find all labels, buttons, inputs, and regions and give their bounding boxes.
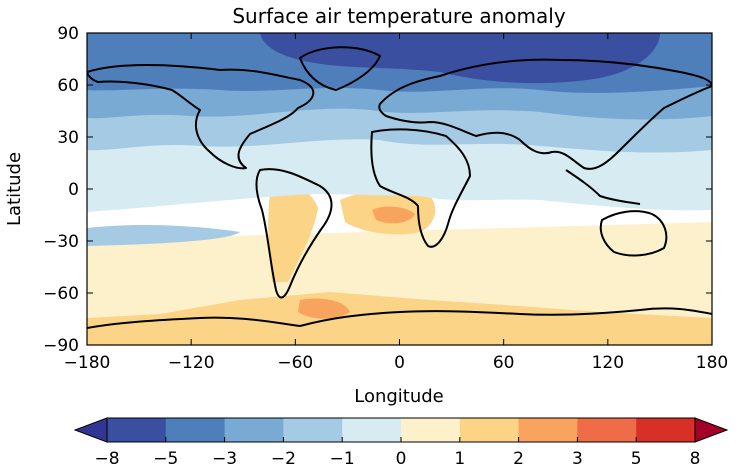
x-tick-label: 0 bbox=[394, 353, 405, 373]
x-tick-label: 60 bbox=[493, 353, 515, 373]
colorbar-segment bbox=[107, 418, 167, 442]
y-tick-label: −90 bbox=[43, 336, 79, 356]
colorbar-extend-max bbox=[694, 417, 729, 443]
x-tick-label: −180 bbox=[64, 353, 111, 373]
y-tick-label: 0 bbox=[68, 180, 79, 200]
coastline-north-america bbox=[87, 64, 315, 170]
colorbar-segment bbox=[459, 418, 520, 442]
coastline-australia bbox=[599, 210, 668, 257]
coastline-south-america bbox=[255, 168, 333, 299]
colorbar-segment bbox=[224, 418, 284, 442]
y-tick-label: 30 bbox=[57, 128, 79, 148]
coastline-greenland bbox=[299, 46, 381, 91]
coastline-southeast-asia bbox=[565, 169, 641, 205]
colorbar-label: −3 bbox=[212, 449, 237, 469]
colorbar-label: 3 bbox=[572, 449, 583, 469]
colorbar-label: −1 bbox=[330, 449, 355, 469]
colorbar-label: 8 bbox=[690, 449, 701, 469]
colorbar-label: 1 bbox=[454, 449, 465, 469]
coastline-africa bbox=[370, 128, 471, 248]
colorbar-segment bbox=[401, 418, 461, 442]
anomaly-region-coldest-arctic bbox=[260, 33, 660, 84]
coastline-eurasia bbox=[378, 58, 712, 170]
colorbar-label: −8 bbox=[94, 449, 119, 469]
x-axis: −180 −120 −60 0 60 120 180 bbox=[64, 33, 728, 373]
anomaly-region-hot-south bbox=[298, 298, 350, 319]
colorbar-segment bbox=[283, 418, 343, 442]
y-tick-label: −30 bbox=[43, 232, 79, 252]
colorbar-segment bbox=[518, 418, 578, 442]
colorbar-segment bbox=[165, 418, 226, 442]
colorbar-label: 0 bbox=[396, 449, 407, 469]
colorbar-extend-min bbox=[73, 417, 108, 443]
colorbar-segment bbox=[577, 418, 637, 442]
colorbar-segment bbox=[342, 418, 402, 442]
x-tick-label: −60 bbox=[277, 353, 313, 373]
coastlines bbox=[87, 46, 712, 329]
x-tick-label: 180 bbox=[696, 353, 728, 373]
anomaly-region-hot-atlantic bbox=[372, 206, 415, 224]
y-axis: 90 60 30 0 −30 −60 −90 bbox=[43, 24, 712, 356]
y-tick-label: 60 bbox=[57, 76, 79, 96]
colorbar-label: −5 bbox=[153, 449, 178, 469]
anomaly-region-warm-antarctic bbox=[87, 292, 712, 345]
colorbar-label: 2 bbox=[513, 449, 524, 469]
map-panel bbox=[87, 33, 712, 345]
x-axis-label: Longitude bbox=[354, 386, 444, 407]
chart-title: Surface air temperature anomaly bbox=[232, 4, 565, 28]
colorbar: −8 −5 −3 −2 −1 0 1 2 3 5 8 bbox=[73, 417, 729, 469]
coastline-antarctica bbox=[87, 307, 712, 329]
anomaly-region-warm-southamerica bbox=[268, 181, 318, 282]
y-axis-label: Latitude bbox=[4, 152, 25, 226]
y-tick-label: 90 bbox=[57, 24, 79, 44]
x-tick-label: −120 bbox=[168, 353, 215, 373]
colorbar-label: 5 bbox=[631, 449, 642, 469]
y-tick-label: −60 bbox=[43, 284, 79, 304]
x-tick-label: 120 bbox=[592, 353, 624, 373]
colorbar-label: −2 bbox=[271, 449, 296, 469]
colorbar-segment bbox=[636, 418, 696, 442]
anomaly-region-cold-pacific bbox=[87, 225, 240, 246]
anomaly-field bbox=[87, 33, 712, 345]
